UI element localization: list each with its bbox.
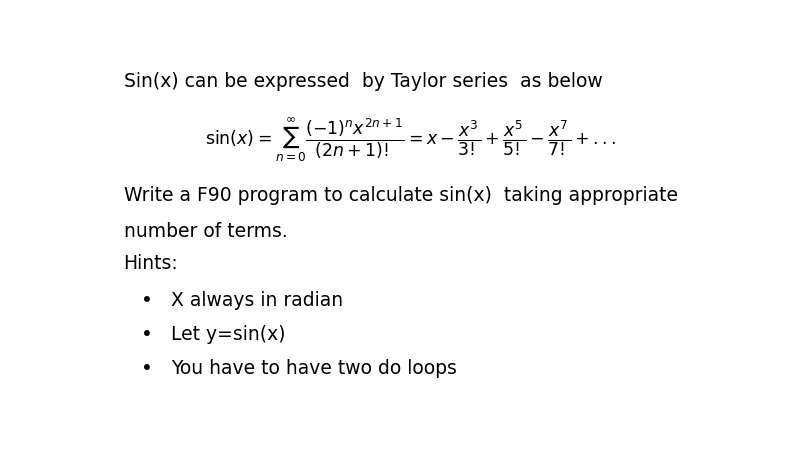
Text: Sin(x) can be expressed  by Taylor series  as below: Sin(x) can be expressed by Taylor series… bbox=[123, 72, 602, 91]
Text: You have to have two do loops: You have to have two do loops bbox=[171, 358, 457, 377]
Text: Hints:: Hints: bbox=[123, 253, 178, 272]
Text: •: • bbox=[141, 358, 153, 377]
Text: •: • bbox=[141, 291, 153, 310]
Text: $\sin(x) = \sum_{n=0}^{\infty} \dfrac{(-1)^n x^{2n+1}}{(2n+1)!} = x - \dfrac{x^3: $\sin(x) = \sum_{n=0}^{\infty} \dfrac{(-… bbox=[205, 114, 615, 163]
Text: number of terms.: number of terms. bbox=[123, 221, 287, 240]
Text: Let y=sin(x): Let y=sin(x) bbox=[171, 325, 286, 344]
Text: •: • bbox=[141, 325, 153, 344]
Text: Write a F90 program to calculate sin(x)  taking appropriate: Write a F90 program to calculate sin(x) … bbox=[123, 186, 678, 205]
Text: X always in radian: X always in radian bbox=[171, 291, 343, 310]
